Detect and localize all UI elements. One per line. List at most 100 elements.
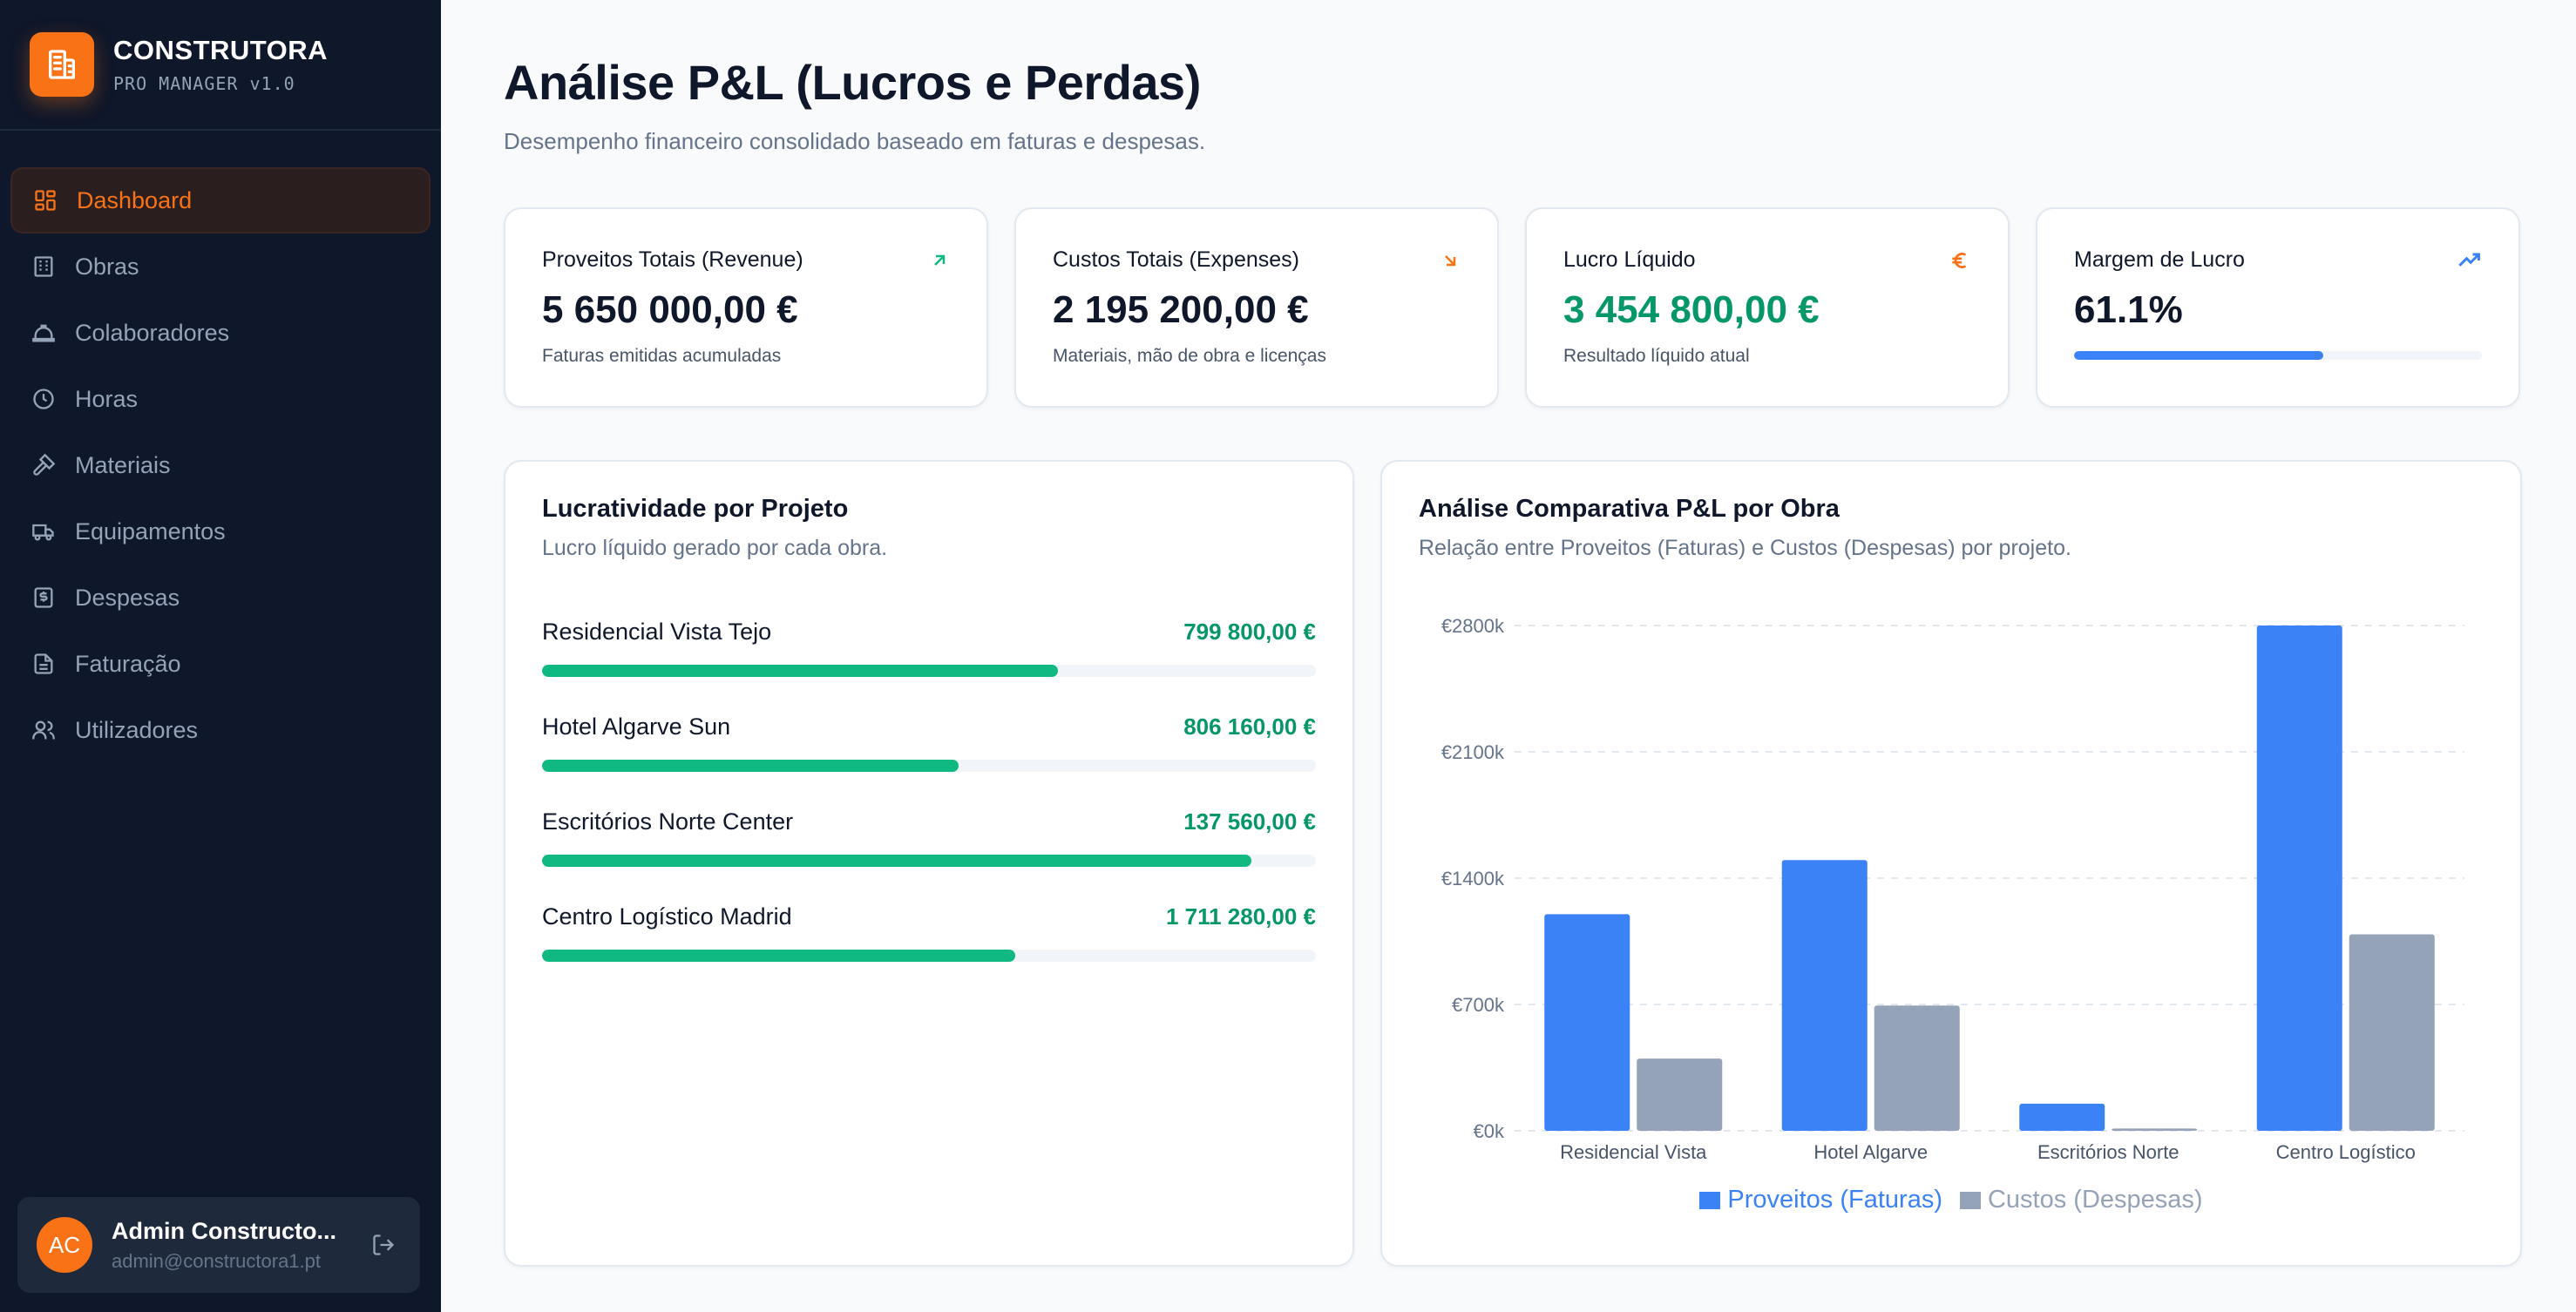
project-profit: 137 560,00 € — [1183, 808, 1316, 835]
chart-legend: Proveitos (Faturas) Custos (Despesas) — [1419, 1186, 2484, 1214]
bar — [2349, 934, 2435, 1131]
legend-swatch — [1959, 1191, 1981, 1209]
user-email: admin@constructora1.pt — [112, 1249, 322, 1272]
kpi-card-revenue: Proveitos Totais (Revenue) 5 650 000,00 … — [504, 207, 988, 408]
list-item: Hotel Algarve Sun 806 160,00 € — [542, 713, 1316, 772]
brand: CONSTRUTORA PRO MANAGER v1.0 — [0, 0, 441, 131]
sidebar-item-label: Dashboard — [77, 186, 193, 213]
y-tick-label: €2800k — [1441, 615, 1505, 637]
sidebar-item-equipamentos[interactable]: Equipamentos — [10, 498, 430, 565]
brand-subtitle: PRO MANAGER v1.0 — [113, 73, 295, 94]
project-progress-bar — [542, 855, 1316, 867]
kpi-card-net-profit: Lucro Líquido 3 454 800,00 € Resultado l… — [1525, 207, 2010, 408]
sidebar-item-despesas[interactable]: Despesas — [10, 565, 430, 631]
project-name: Escritórios Norte Center — [542, 808, 794, 835]
sidebar-item-horas[interactable]: Horas — [10, 366, 430, 432]
chart-svg: €0k €700k €1400k €2100k €2800k Residencial Vi… — [1441, 615, 2464, 1163]
bar — [1874, 1005, 1960, 1131]
truck-icon — [32, 524, 54, 541]
bar — [1544, 914, 1630, 1131]
logout-button[interactable] — [366, 1227, 401, 1262]
list-item: Residencial Vista Tejo 799 800,00 € — [542, 619, 1316, 677]
building-logo-icon — [30, 32, 94, 97]
project-progress-fill — [542, 665, 1059, 677]
arrow-up-right-icon — [934, 254, 946, 266]
kpi-label: Custos Totais (Expenses) — [1053, 247, 1299, 272]
kpi-value: 2 195 200,00 € — [1053, 288, 1309, 331]
sidebar-item-label: Equipamentos — [75, 517, 226, 544]
brand-name: CONSTRUTORA — [113, 35, 329, 65]
euro-icon — [1952, 252, 1967, 268]
clock-icon — [33, 389, 54, 409]
bar — [2019, 1103, 2105, 1131]
main-content: Análise P&L (Lucros e Perdas) Desempenho… — [441, 0, 2576, 1312]
project-progress-bar — [542, 760, 1316, 772]
sidebar-item-utilizadores[interactable]: Utilizadores — [10, 697, 430, 763]
kpi-note: Materiais, mão de obra e licenças — [1053, 346, 1326, 366]
legend-item[interactable]: Proveitos (Faturas) — [1699, 1186, 1942, 1214]
project-list: Residencial Vista Tejo 799 800,00 € Hote… — [542, 619, 1316, 962]
kpi-note: Faturas emitidas acumuladas — [542, 346, 782, 366]
avatar: AC — [37, 1217, 92, 1273]
project-profit: 1 711 280,00 € — [1165, 903, 1316, 930]
project-name: Centro Logístico Madrid — [542, 903, 792, 930]
margin-progress-bar — [2074, 351, 2482, 360]
list-item: Centro Logístico Madrid 1 711 280,00 € — [542, 903, 1316, 962]
kpi-value: 3 454 800,00 € — [1563, 288, 1820, 331]
document-icon — [34, 653, 53, 674]
user-profile: AC Admin Constructo... admin@constructor… — [17, 1197, 420, 1293]
legend-label: Proveitos (Faturas) — [1727, 1186, 1942, 1214]
kpi-label: Lucro Líquido — [1563, 247, 1696, 272]
bar-chart: €0k €700k €1400k €2100k €2800k Residencial Vi… — [1419, 601, 2484, 1214]
page-title: Análise P&L (Lucros e Perdas) — [504, 55, 1201, 110]
project-progress-fill — [542, 855, 1252, 867]
sidebar: CONSTRUTORA PRO MANAGER v1.0 Dashboard O… — [0, 0, 441, 1312]
hammer-icon — [33, 453, 56, 476]
bar — [1781, 860, 1868, 1131]
sidebar-item-label: Despesas — [75, 584, 180, 611]
hardhat-icon — [32, 324, 55, 342]
sidebar-item-obras[interactable]: Obras — [10, 233, 430, 300]
legend-item[interactable]: Custos (Despesas) — [1959, 1186, 2203, 1214]
kpi-note: Resultado líquido atual — [1563, 346, 1750, 366]
dashboard-icon — [35, 190, 56, 211]
kpi-label: Margem de Lucro — [2074, 247, 2245, 272]
project-name: Hotel Algarve Sun — [542, 713, 731, 740]
sidebar-item-faturacao[interactable]: Faturação — [10, 631, 430, 697]
dollar-receipt-icon — [34, 587, 53, 608]
sidebar-item-materiais[interactable]: Materiais — [10, 432, 430, 498]
sidebar-item-label: Faturação — [75, 650, 181, 677]
project-progress-fill — [542, 760, 959, 772]
panels-row: Lucratividade por Projeto Lucro líquido … — [504, 460, 2522, 1267]
project-progress-bar — [542, 950, 1316, 962]
bar — [2112, 1128, 2198, 1131]
kpi-value: 5 650 000,00 € — [542, 288, 798, 331]
kpi-card-expenses: Custos Totais (Expenses) 2 195 200,00 € … — [1014, 207, 1499, 408]
sidebar-item-label: Colaboradores — [75, 319, 230, 346]
project-name: Residencial Vista Tejo — [542, 619, 772, 645]
y-tick-label: €1400k — [1441, 868, 1505, 889]
kpi-value: 61.1% — [2074, 288, 2183, 331]
trending-up-icon — [2458, 253, 2480, 267]
project-progress-fill — [542, 950, 1015, 962]
project-progress-bar — [542, 665, 1316, 677]
sidebar-item-label: Utilizadores — [75, 716, 199, 743]
pl-comparison-panel: Análise Comparativa P&L por Obra Relação… — [1380, 460, 2522, 1267]
user-name: Admin Constructo... — [112, 1217, 336, 1244]
y-tick-label: €2100k — [1441, 741, 1505, 763]
kpi-label: Proveitos Totais (Revenue) — [542, 247, 803, 272]
sidebar-item-colaboradores[interactable]: Colaboradores — [10, 300, 430, 366]
bar — [2256, 626, 2342, 1131]
y-tick-label: €0k — [1474, 1120, 1505, 1142]
logout-icon — [373, 1234, 395, 1255]
sidebar-item-dashboard[interactable]: Dashboard — [10, 167, 430, 233]
panel-subtitle: Relação entre Proveitos (Faturas) e Cust… — [1419, 536, 2071, 560]
x-tick-label: Hotel Algarve — [1813, 1141, 1928, 1163]
project-profit: 806 160,00 € — [1183, 713, 1316, 740]
building-icon — [34, 256, 53, 277]
project-profitability-panel: Lucratividade por Projeto Lucro líquido … — [504, 460, 1354, 1267]
panel-title: Lucratividade por Projeto — [542, 495, 849, 523]
legend-label: Custos (Despesas) — [1987, 1186, 2203, 1214]
x-tick-label: Centro Logístico — [2276, 1141, 2416, 1163]
kpi-card-margin: Margem de Lucro 61.1% — [2036, 207, 2520, 408]
